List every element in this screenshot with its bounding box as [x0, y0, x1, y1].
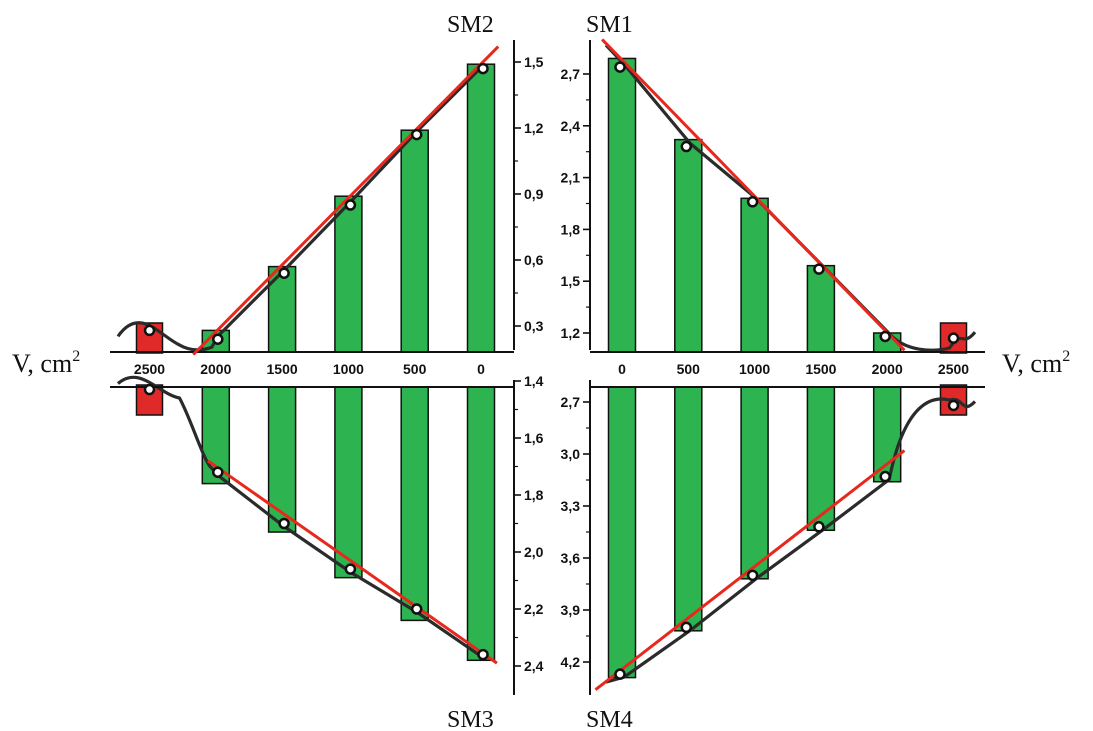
q3-data-marker — [212, 466, 224, 478]
q1-fit-line — [192, 45, 500, 356]
q3-y-tick-label: 1,8 — [524, 487, 544, 503]
q4-data-marker — [680, 621, 693, 634]
q3-data-marker — [477, 648, 489, 661]
q1-y-tick-label: 0,3 — [524, 318, 544, 334]
q1-x-tick-label: 2000 — [200, 361, 231, 377]
q1-y-tick-label: 1,2 — [524, 120, 544, 136]
q2-data-marker — [879, 330, 891, 343]
q4-y-tick-label: 4,2 — [561, 654, 581, 670]
q3-bar — [334, 386, 363, 579]
q3-y-tick-label: 1,4 — [524, 373, 544, 389]
q2-y-tick-label: 1,8 — [561, 221, 581, 237]
q3-data-marker — [410, 603, 423, 615]
q2-bar — [607, 57, 637, 353]
q3-extra-marker — [143, 383, 156, 396]
fit-lines-layer — [192, 38, 906, 691]
q1-data-marker — [410, 128, 423, 141]
q1-data-marker — [344, 199, 357, 211]
q1-x-tick-label: 1000 — [333, 361, 364, 377]
q1-y-tick-label: 0,6 — [524, 252, 544, 268]
q1-data-marker — [477, 62, 489, 75]
q2-data-marker — [746, 196, 759, 208]
q2-x-tick-label: 2500 — [938, 361, 969, 377]
q4-fit-line — [594, 449, 906, 691]
q2-x-tick-label: 1000 — [739, 361, 770, 377]
q2-title: SM1 — [586, 12, 633, 38]
q1-x-tick-label: 2500 — [134, 361, 165, 377]
q2-data-marker — [680, 140, 693, 153]
q4-data-marker — [813, 521, 825, 533]
q4-bar — [740, 386, 769, 580]
q1-x-tick-label: 1500 — [267, 361, 298, 377]
q3-y-tick-label: 2,2 — [524, 601, 544, 617]
q2-trend-curve — [604, 43, 977, 352]
q4-y-tick-label: 3,9 — [561, 602, 581, 618]
x-axis-label-right: V, cm2 — [1002, 348, 1070, 378]
q2-y-tick-label: 1,2 — [561, 325, 581, 341]
q3-y-tick-label: 1,6 — [524, 430, 544, 446]
q2-y-tick-label: 2,7 — [561, 66, 581, 82]
q1-data-marker — [212, 333, 224, 345]
q1-title: SM2 — [447, 12, 494, 38]
q4-trend-curve — [605, 397, 977, 684]
q2-extra-marker — [947, 332, 960, 344]
q4-bar — [674, 386, 703, 632]
q1-x-tick-label: 500 — [403, 361, 427, 377]
q4-data-marker — [746, 569, 759, 582]
markers-layer — [143, 61, 960, 680]
q4-extra-marker — [947, 399, 960, 412]
curves-layer — [116, 43, 977, 684]
q3-data-marker — [278, 517, 290, 530]
q2-y-tick-label: 2,1 — [561, 170, 581, 186]
q3-bar — [466, 386, 496, 662]
q2-data-marker — [614, 61, 626, 73]
q2-data-marker — [813, 263, 825, 275]
q1-data-marker — [278, 267, 290, 279]
q1-extra-marker — [143, 324, 156, 337]
q1-bar — [400, 129, 429, 353]
q2-bar — [806, 264, 836, 353]
q1-x-tick-label: 0 — [477, 361, 485, 377]
q3-fit-line — [206, 459, 498, 665]
x-axis-label-left: V, cm2 — [12, 348, 80, 378]
q2-x-tick-label: 0 — [618, 361, 626, 377]
q4-bar — [607, 386, 637, 679]
q3-y-tick-label: 2,0 — [524, 544, 544, 560]
q4-data-marker — [879, 470, 891, 483]
q1-bar — [466, 63, 496, 353]
q4-y-tick-label: 2,7 — [561, 394, 581, 410]
q2-bar — [674, 138, 703, 353]
q1-y-tick-label: 1,5 — [524, 54, 544, 70]
q4-y-tick-label: 3,0 — [561, 446, 581, 462]
q2-y-tick-label: 2,4 — [561, 118, 581, 134]
text-layer: V, cm2 V, cm2 0,3 0,6 0,9 1,2 1,5 2500 2000 150… — [12, 12, 1070, 731]
q1-y-tick-label: 0,9 — [524, 186, 544, 202]
bars-layer — [135, 57, 968, 679]
q2-x-tick-label: 500 — [677, 361, 701, 377]
q3-bar — [400, 386, 429, 622]
q4-bar — [872, 386, 902, 483]
q3-title: SM3 — [447, 707, 494, 731]
q1-bar — [334, 195, 363, 353]
axes-layer — [110, 40, 985, 695]
q3-y-tick-label: 2,4 — [524, 658, 544, 674]
q4-y-tick-label: 3,3 — [561, 498, 581, 514]
q3-bar — [267, 386, 297, 533]
q2-x-tick-label: 1500 — [805, 361, 836, 377]
q4-data-marker — [614, 668, 626, 680]
q2-y-tick-label: 1,5 — [561, 273, 581, 289]
q4-y-tick-label: 3,6 — [561, 550, 581, 566]
q3-data-marker — [344, 563, 357, 575]
q2-fit-line — [601, 38, 906, 352]
q2-x-tick-label: 2000 — [872, 361, 903, 377]
q4-title: SM4 — [586, 707, 633, 731]
q2-bar — [740, 197, 769, 353]
